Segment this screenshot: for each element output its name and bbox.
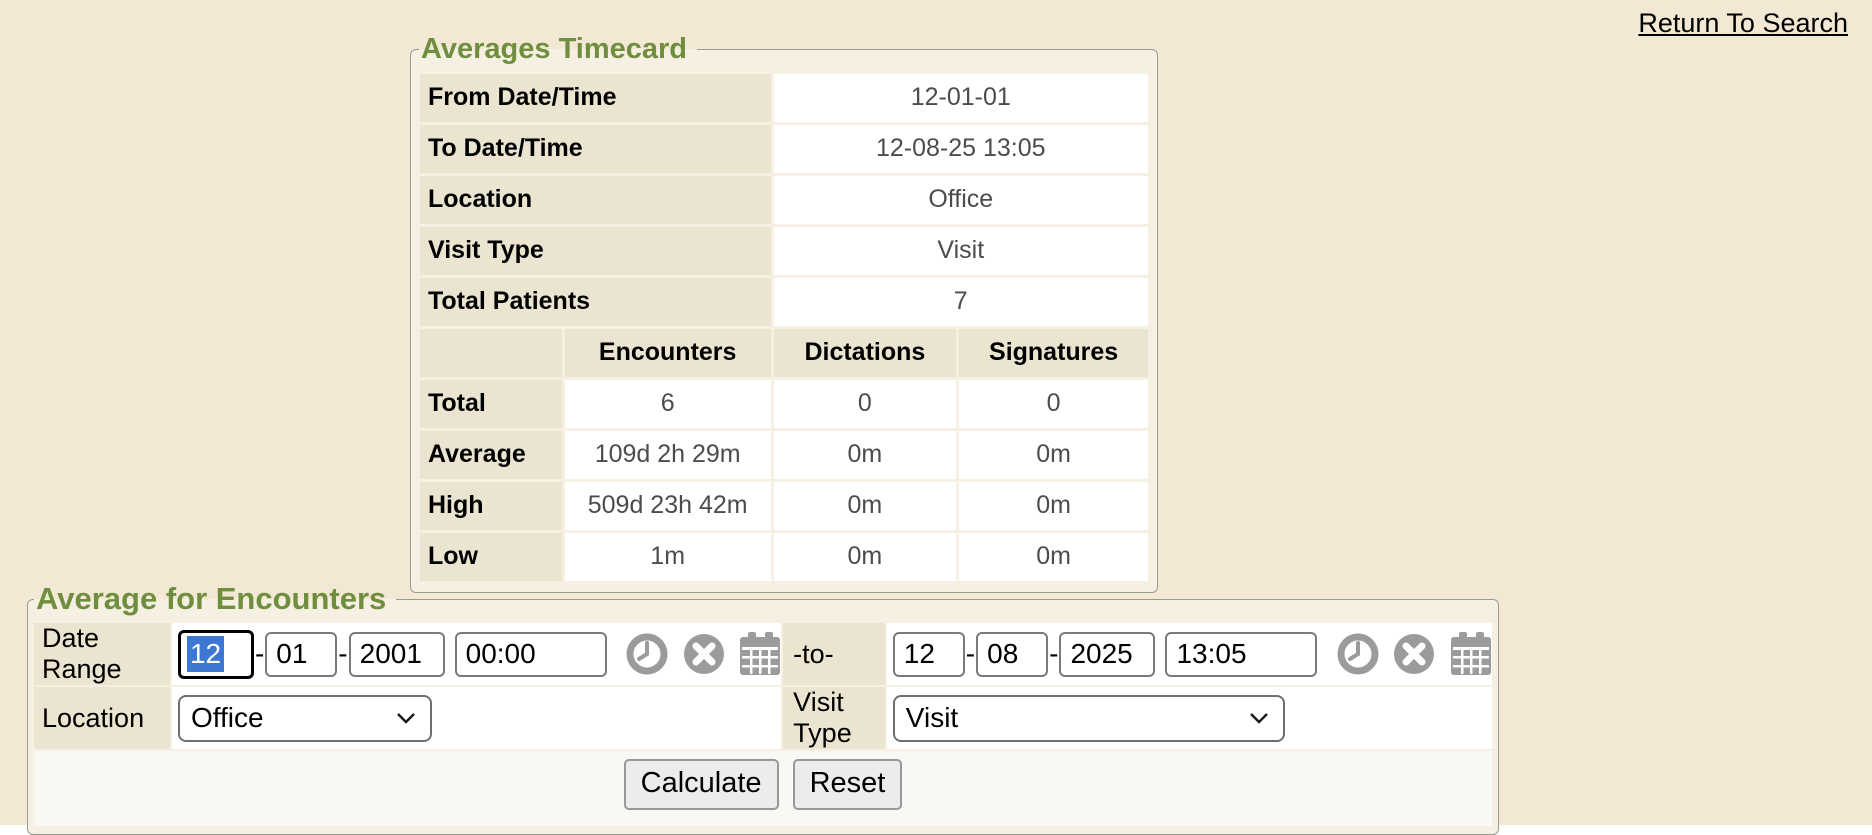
- table-row: Location Office: [420, 175, 1148, 224]
- averages-timecard-fieldset: Averages Timecard From Date/Time 12-01-0…: [410, 33, 1158, 593]
- cell-value: 509d 23h 42m: [564, 481, 771, 530]
- clear-date-icon[interactable]: [683, 633, 725, 675]
- cell-value: 0m: [773, 430, 957, 479]
- reset-button[interactable]: Reset: [792, 759, 903, 811]
- calendar-icon[interactable]: [1450, 632, 1492, 676]
- row-label: Low: [420, 532, 562, 581]
- row-label: From Date/Time: [420, 73, 771, 122]
- clear-date-icon[interactable]: [1393, 633, 1435, 675]
- row-label: Total Patients: [420, 277, 771, 326]
- location-select[interactable]: Office: [177, 694, 432, 742]
- date-range-label: Date Range: [34, 623, 170, 686]
- row-value: Visit: [773, 226, 1148, 275]
- row-value: Office: [773, 175, 1148, 224]
- from-day-input[interactable]: [265, 631, 338, 677]
- cell-value: 0m: [773, 532, 957, 581]
- cell-value: 0: [959, 379, 1148, 428]
- encounters-form-table: Date Range 12--: [32, 621, 1494, 828]
- cell-value: 6: [564, 379, 771, 428]
- chevron-down-icon: [1249, 713, 1268, 724]
- calendar-icon[interactable]: [739, 632, 781, 676]
- row-value: 7: [773, 277, 1148, 326]
- table-row: Low 1m 0m 0m: [420, 532, 1148, 581]
- clock-icon[interactable]: [626, 633, 668, 675]
- from-time-input[interactable]: [454, 631, 607, 677]
- row-label: Average: [420, 430, 562, 479]
- row-label: Total: [420, 379, 562, 428]
- row-value: 12-01-01: [773, 73, 1148, 122]
- return-to-search-link[interactable]: Return To Search: [1638, 8, 1848, 38]
- row-value: 12-08-25 13:05: [773, 124, 1148, 173]
- date-separator: -: [965, 638, 976, 670]
- column-header-dictations: Dictations: [773, 328, 957, 377]
- date-range-row: Date Range 12--: [34, 623, 1492, 686]
- timecard-table: From Date/Time 12-01-01 To Date/Time 12-…: [417, 71, 1151, 584]
- to-year-input[interactable]: [1059, 631, 1156, 677]
- location-selected-value: Office: [190, 702, 264, 734]
- averages-timecard-legend: Averages Timecard: [421, 33, 687, 65]
- row-label: To Date/Time: [420, 124, 771, 173]
- chevron-down-icon: [397, 713, 415, 724]
- cell-value: 0: [773, 379, 957, 428]
- row-label: Location: [420, 175, 771, 224]
- cell-value: 1m: [564, 532, 771, 581]
- column-header-signatures: Signatures: [959, 328, 1148, 377]
- table-row: From Date/Time 12-01-01: [420, 73, 1148, 122]
- cell-value: 0m: [959, 532, 1148, 581]
- to-month-input[interactable]: [892, 631, 965, 677]
- date-separator: -: [254, 638, 265, 670]
- buttons-cell: Calculate Reset: [34, 751, 1492, 827]
- visit-type-select[interactable]: Visit: [892, 694, 1285, 742]
- clock-icon[interactable]: [1337, 633, 1379, 675]
- from-date-cell: 12--: [171, 623, 782, 686]
- row-label: High: [420, 481, 562, 530]
- cell-value: 109d 2h 29m: [564, 430, 771, 479]
- from-month-input[interactable]: 12: [177, 629, 254, 679]
- from-year-input[interactable]: [348, 631, 445, 677]
- to-time-input[interactable]: [1165, 631, 1318, 677]
- table-row: Total Patients 7: [420, 277, 1148, 326]
- cell-value: 0m: [773, 481, 957, 530]
- table-row: To Date/Time 12-08-25 13:05: [420, 124, 1148, 173]
- row-label: Visit Type: [420, 226, 771, 275]
- stats-header-row: Encounters Dictations Signatures: [420, 328, 1148, 377]
- average-for-encounters-legend: Average for Encounters: [36, 581, 387, 616]
- to-date-cell: --: [886, 623, 1492, 686]
- table-row: Visit Type Visit: [420, 226, 1148, 275]
- stats-corner-cell: [420, 328, 562, 377]
- calculate-button[interactable]: Calculate: [623, 759, 779, 811]
- average-for-encounters-fieldset: Average for Encounters Date Range 12--: [27, 581, 1499, 835]
- cell-value: 0m: [959, 481, 1148, 530]
- table-row: Total 6 0 0: [420, 379, 1148, 428]
- buttons-row: Calculate Reset: [34, 751, 1492, 827]
- table-row: High 509d 23h 42m 0m 0m: [420, 481, 1148, 530]
- visit-type-label: Visit Type: [783, 687, 885, 750]
- column-header-encounters: Encounters: [564, 328, 771, 377]
- filters-row: Location Office Visit Type Visit: [34, 687, 1492, 750]
- visit-type-selected-value: Visit: [905, 702, 959, 734]
- location-label: Location: [34, 687, 170, 750]
- to-day-input[interactable]: [976, 631, 1049, 677]
- date-separator: -: [1049, 638, 1059, 670]
- selected-text: 12: [186, 636, 225, 673]
- to-label: -to-: [783, 623, 885, 686]
- cell-value: 0m: [959, 430, 1148, 479]
- table-row: Average 109d 2h 29m 0m 0m: [420, 430, 1148, 479]
- date-separator: -: [338, 638, 348, 670]
